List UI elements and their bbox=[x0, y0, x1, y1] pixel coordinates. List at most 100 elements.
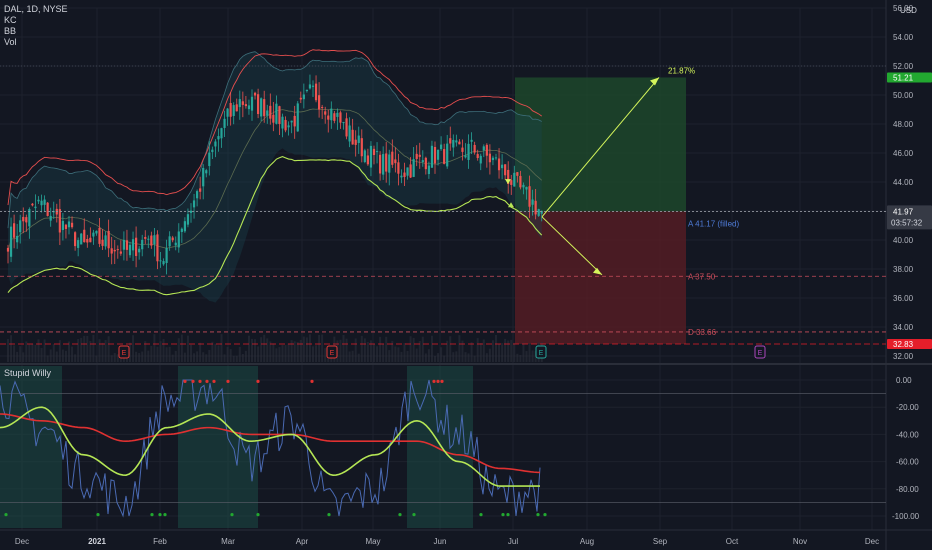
candle-body[interactable] bbox=[80, 233, 83, 245]
candle-body[interactable] bbox=[58, 209, 61, 233]
candle-body[interactable] bbox=[479, 155, 482, 164]
projection-down-line[interactable] bbox=[541, 216, 603, 276]
candle-body[interactable] bbox=[397, 162, 400, 174]
candle-body[interactable] bbox=[253, 92, 257, 96]
candle-body[interactable] bbox=[296, 103, 299, 132]
candle-body[interactable] bbox=[150, 235, 153, 246]
candle-body[interactable] bbox=[452, 139, 455, 148]
earnings-badge[interactable] bbox=[118, 345, 130, 359]
candle-body[interactable] bbox=[372, 148, 376, 155]
candle-body[interactable] bbox=[31, 203, 34, 206]
candle-body[interactable] bbox=[128, 244, 132, 256]
candle-body[interactable] bbox=[421, 160, 424, 163]
candle-body[interactable] bbox=[476, 154, 479, 159]
indicator-kc-label[interactable]: KC bbox=[4, 15, 17, 25]
current-price-badge[interactable]: 41.97 03:57:32 bbox=[887, 205, 932, 230]
candle-body[interactable] bbox=[113, 249, 116, 252]
stop-price-badge[interactable]: 32.83 bbox=[887, 338, 932, 349]
candle-body[interactable] bbox=[357, 135, 360, 143]
candle-body[interactable] bbox=[467, 143, 470, 160]
candle-body[interactable] bbox=[540, 210, 543, 214]
overlay-layer[interactable]: 21.87% A 41.17 (filled) A 37.50 D 33.66 E E E E bbox=[0, 65, 886, 359]
candle-body[interactable] bbox=[314, 83, 318, 101]
earnings-marker[interactable]: E bbox=[118, 345, 130, 359]
candle-body[interactable] bbox=[232, 105, 235, 116]
candle-body[interactable] bbox=[43, 199, 46, 205]
candle-body[interactable] bbox=[412, 159, 415, 177]
candle-body[interactable] bbox=[49, 215, 52, 221]
candle-body[interactable] bbox=[70, 222, 74, 228]
candle-body[interactable] bbox=[217, 136, 220, 140]
candle-body[interactable] bbox=[519, 175, 522, 188]
candle-body[interactable] bbox=[138, 248, 141, 253]
candle-body[interactable] bbox=[382, 154, 385, 175]
candle-body[interactable] bbox=[208, 152, 211, 167]
alert-d-label[interactable]: D 33.66 bbox=[688, 328, 717, 337]
candle-body[interactable] bbox=[220, 128, 223, 139]
candle-body[interactable] bbox=[247, 105, 251, 110]
earnings-badge[interactable] bbox=[326, 345, 338, 359]
candle-body[interactable] bbox=[385, 153, 388, 172]
candle-body[interactable] bbox=[22, 216, 25, 222]
candle-body[interactable] bbox=[299, 97, 302, 100]
candle-body[interactable] bbox=[16, 235, 19, 243]
candle-body[interactable] bbox=[388, 154, 391, 173]
candle-body[interactable] bbox=[433, 146, 437, 164]
candle-body[interactable] bbox=[135, 237, 138, 256]
candle-body[interactable] bbox=[61, 220, 64, 231]
candle-body[interactable] bbox=[9, 226, 13, 257]
loss-zone[interactable] bbox=[515, 211, 686, 344]
candle-body[interactable] bbox=[89, 237, 92, 243]
candle-body[interactable] bbox=[330, 108, 333, 121]
axes-layer[interactable]: 32.0034.0036.0038.0040.0042.0044.0046.00… bbox=[15, 4, 932, 546]
candle-body[interactable] bbox=[235, 104, 238, 112]
candles-layer[interactable] bbox=[6, 74, 543, 275]
entry-label[interactable]: A 41.17 (filled) bbox=[688, 219, 739, 228]
candle-body[interactable] bbox=[491, 157, 495, 161]
candle-body[interactable] bbox=[275, 103, 278, 124]
candle-body[interactable] bbox=[534, 200, 537, 215]
candle-body[interactable] bbox=[101, 239, 104, 246]
candle-body[interactable] bbox=[455, 140, 458, 143]
candle-body[interactable] bbox=[443, 149, 446, 164]
candle-body[interactable] bbox=[418, 154, 421, 157]
candle-body[interactable] bbox=[162, 261, 165, 265]
candle-body[interactable] bbox=[278, 106, 281, 124]
candle-body[interactable] bbox=[464, 155, 467, 158]
candle-body[interactable] bbox=[205, 170, 208, 174]
candle-body[interactable] bbox=[360, 138, 363, 157]
risk-reward-zones[interactable] bbox=[515, 77, 686, 344]
candle-body[interactable] bbox=[494, 157, 498, 159]
candle-body[interactable] bbox=[153, 235, 156, 245]
candle-body[interactable] bbox=[263, 99, 266, 117]
candle-body[interactable] bbox=[482, 146, 485, 151]
indicator-vol-label[interactable]: Vol bbox=[4, 37, 17, 47]
candle-body[interactable] bbox=[394, 159, 397, 164]
candle-body[interactable] bbox=[174, 242, 177, 246]
candle-body[interactable] bbox=[507, 169, 510, 185]
candle-body[interactable] bbox=[318, 95, 321, 110]
candle-body[interactable] bbox=[67, 221, 71, 228]
candle-body[interactable] bbox=[458, 141, 461, 145]
candle-body[interactable] bbox=[95, 230, 98, 234]
candle-body[interactable] bbox=[415, 153, 418, 159]
candle-body[interactable] bbox=[324, 111, 327, 115]
candle-body[interactable] bbox=[156, 234, 159, 262]
target-price-badge[interactable]: 51.21 bbox=[887, 72, 932, 83]
candle-body[interactable] bbox=[180, 228, 183, 232]
candle-body[interactable] bbox=[269, 105, 272, 119]
candle-body[interactable] bbox=[34, 206, 37, 209]
candle-body[interactable] bbox=[13, 223, 16, 238]
candle-body[interactable] bbox=[92, 232, 95, 237]
symbol-label[interactable]: DAL, 1D, NYSE bbox=[4, 4, 68, 14]
candle-body[interactable] bbox=[110, 248, 113, 254]
candle-body[interactable] bbox=[327, 115, 330, 120]
candle-body[interactable] bbox=[427, 165, 430, 175]
candle-body[interactable] bbox=[501, 164, 504, 169]
candle-body[interactable] bbox=[104, 235, 107, 247]
candle-body[interactable] bbox=[440, 144, 443, 150]
candle-body[interactable] bbox=[485, 144, 488, 156]
candle-body[interactable] bbox=[25, 217, 28, 223]
candle-body[interactable] bbox=[272, 114, 275, 123]
candle-body[interactable] bbox=[37, 199, 40, 202]
